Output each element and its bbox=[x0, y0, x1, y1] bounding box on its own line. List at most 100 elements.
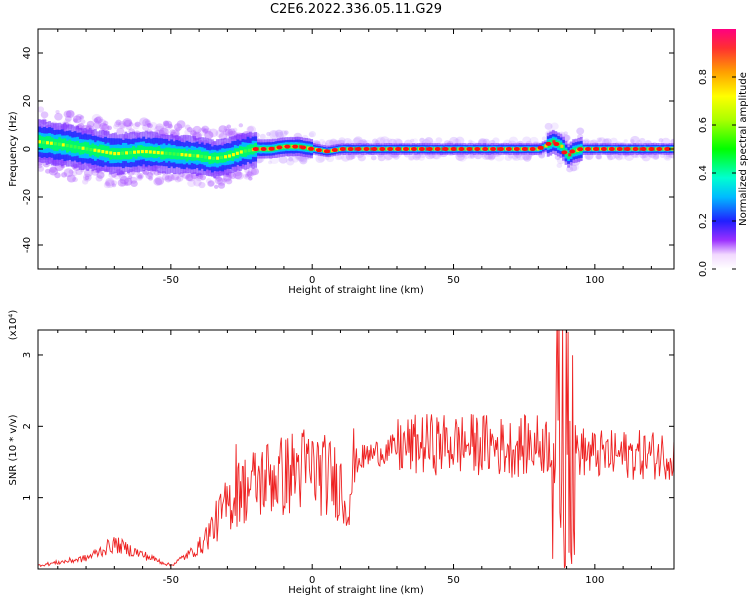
heat-band bbox=[155, 147, 158, 159]
heat-blob bbox=[596, 154, 603, 160]
heat-band bbox=[518, 147, 522, 151]
heat-blob bbox=[522, 153, 530, 161]
heat-peak bbox=[395, 147, 402, 151]
y-tick-label: 40 bbox=[22, 47, 33, 60]
heat-band bbox=[447, 147, 451, 151]
heat-blob bbox=[173, 123, 183, 131]
heat-blob bbox=[104, 181, 110, 186]
heat-blob bbox=[71, 170, 78, 176]
heat-blob bbox=[576, 127, 585, 135]
snr-xlabel: Height of straight line (km) bbox=[288, 585, 424, 596]
heat-ridge bbox=[200, 154, 204, 158]
heat-blob bbox=[159, 129, 165, 135]
heat-blob bbox=[487, 153, 496, 161]
heat-peak bbox=[498, 147, 505, 151]
heat-blob bbox=[40, 111, 49, 119]
heat-ridge bbox=[552, 140, 556, 144]
heat-peak bbox=[648, 147, 655, 151]
heat-blob bbox=[142, 124, 150, 131]
x-tick-label: -50 bbox=[163, 275, 179, 286]
snr-panel: -50 0 50 100 1 2 3 Height of straight line (km… bbox=[8, 310, 675, 596]
heat-blob bbox=[111, 183, 117, 188]
heat-blob bbox=[174, 176, 182, 183]
heat-blob bbox=[154, 176, 165, 185]
heat-blob bbox=[144, 120, 151, 126]
heat-blob bbox=[275, 131, 284, 140]
heat-peak bbox=[268, 146, 275, 151]
spectrogram-ylabel: Frequency (Hz) bbox=[8, 111, 19, 187]
heat-ridge bbox=[148, 150, 152, 154]
heat-blob bbox=[630, 135, 640, 145]
heat-band bbox=[48, 136, 51, 149]
heat-blob bbox=[371, 138, 379, 145]
heat-blob bbox=[615, 153, 623, 161]
heat-blob bbox=[207, 180, 215, 187]
heat-peak bbox=[466, 147, 473, 151]
y-tick-label: -20 bbox=[22, 189, 33, 205]
heat-blob bbox=[417, 154, 426, 161]
heat-blob bbox=[556, 162, 563, 168]
heat-ridge bbox=[41, 140, 45, 144]
heat-peak bbox=[577, 147, 584, 152]
heat-blob bbox=[609, 137, 618, 145]
heat-blob bbox=[190, 130, 197, 137]
x-tick-label: 100 bbox=[585, 275, 604, 286]
heat-blob bbox=[162, 173, 170, 181]
heat-band bbox=[205, 151, 209, 162]
heat-blob bbox=[468, 139, 473, 144]
heat-blob bbox=[245, 170, 254, 178]
heat-ridge bbox=[192, 154, 196, 158]
heat-blob bbox=[266, 131, 271, 137]
heat-blob bbox=[50, 169, 56, 174]
heat-band bbox=[289, 143, 293, 150]
y-tick-label: 20 bbox=[22, 95, 33, 108]
x-tick-label: 50 bbox=[447, 575, 460, 586]
heat-blob bbox=[99, 122, 108, 131]
heat-blob bbox=[128, 122, 134, 127]
heat-ridge bbox=[97, 149, 101, 153]
heat-blob bbox=[318, 138, 325, 145]
heat-blob bbox=[271, 131, 278, 138]
heat-blob bbox=[163, 120, 173, 129]
heat-peak bbox=[379, 147, 386, 151]
heat-band bbox=[127, 148, 130, 160]
heat-blob bbox=[82, 178, 89, 185]
heat-blob bbox=[541, 136, 547, 141]
heat-blob bbox=[227, 128, 236, 136]
heat-blob bbox=[218, 125, 228, 133]
heat-peak bbox=[403, 147, 410, 151]
heat-blob bbox=[137, 174, 143, 179]
heat-peak bbox=[521, 147, 528, 151]
colorbar-ticks: 0.0 0.2 0.4 0.6 0.8 bbox=[698, 69, 736, 277]
snr-line bbox=[38, 330, 674, 569]
heat-blob bbox=[55, 109, 60, 114]
heat-blob bbox=[146, 171, 153, 178]
heat-peak bbox=[616, 147, 623, 151]
heat-blob bbox=[435, 137, 443, 144]
heat-blob bbox=[223, 125, 229, 131]
heat-peak bbox=[513, 147, 520, 151]
heat-blob bbox=[171, 173, 180, 181]
heat-blob bbox=[75, 168, 83, 176]
spectrogram-heatmap bbox=[38, 106, 674, 189]
spectrogram-xlabel: Height of straight line (km) bbox=[288, 285, 424, 296]
heat-ridge bbox=[247, 148, 251, 152]
heat-blob bbox=[512, 154, 519, 160]
heat-peak bbox=[434, 147, 441, 151]
heat-band bbox=[99, 144, 102, 157]
heat-peak bbox=[505, 147, 512, 151]
heat-ridge bbox=[223, 155, 227, 159]
heat-peak bbox=[355, 147, 362, 151]
heat-blob bbox=[345, 153, 355, 161]
heat-ridge bbox=[61, 143, 65, 147]
heat-ridge bbox=[136, 150, 140, 154]
heat-blob bbox=[338, 137, 346, 144]
heat-blob bbox=[162, 120, 170, 127]
heat-ridge bbox=[184, 153, 188, 157]
heat-ridge bbox=[212, 156, 216, 161]
heat-band bbox=[63, 138, 67, 151]
heat-blob bbox=[652, 153, 660, 160]
heat-blob bbox=[93, 118, 99, 123]
heat-ridge bbox=[156, 151, 160, 155]
